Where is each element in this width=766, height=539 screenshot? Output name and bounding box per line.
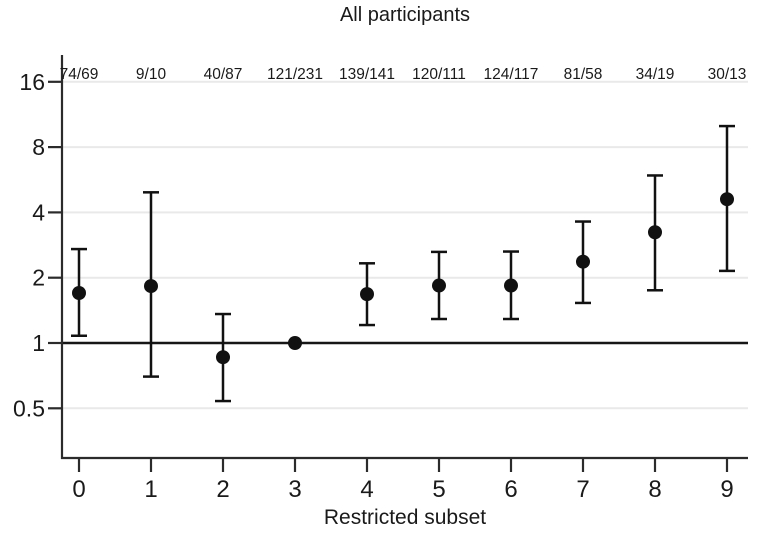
x-tick-label: 1: [144, 476, 157, 503]
data-point: [504, 278, 518, 293]
y-tick-label: 8: [32, 134, 45, 160]
count-label: 121/231: [267, 66, 323, 83]
count-label: 139/141: [339, 66, 395, 83]
y-tick-label: 2: [32, 265, 45, 291]
x-tick-label: 3: [288, 476, 301, 503]
chart-title: All participants: [339, 4, 471, 26]
data-point: [576, 254, 590, 269]
y-tick-label: 4: [32, 199, 45, 225]
count-label: 81/58: [564, 66, 603, 83]
count-label: 124/117: [484, 66, 539, 83]
y-tick-label: 16: [19, 69, 45, 95]
x-tick-label: 4: [360, 476, 373, 503]
data-point: [216, 350, 230, 365]
data-point: [432, 278, 446, 293]
data-point: [648, 225, 662, 240]
x-tick-label: 8: [648, 476, 661, 503]
count-label: 30/13: [708, 66, 747, 83]
x-axis-label: Restricted subset: [323, 506, 487, 529]
data-point: [720, 192, 734, 207]
y-tick-label: 0.5: [13, 395, 45, 421]
data-point: [72, 286, 86, 301]
x-tick-label: 7: [576, 476, 589, 503]
x-tick-label: 2: [216, 476, 229, 503]
count-label: 74/69: [60, 66, 99, 83]
data-point: [360, 287, 374, 302]
data-point: [288, 336, 302, 350]
y-tick-label: 1: [32, 330, 45, 356]
count-label: 9/10: [136, 66, 167, 83]
data-point: [144, 279, 158, 294]
count-label: 34/19: [636, 66, 675, 83]
x-tick-label: 9: [720, 476, 733, 503]
count-label: 120/111: [412, 66, 466, 83]
count-label: 40/87: [204, 66, 243, 83]
x-tick-label: 6: [504, 476, 517, 503]
x-tick-label: 5: [432, 476, 445, 503]
x-tick-label: 0: [72, 476, 85, 503]
